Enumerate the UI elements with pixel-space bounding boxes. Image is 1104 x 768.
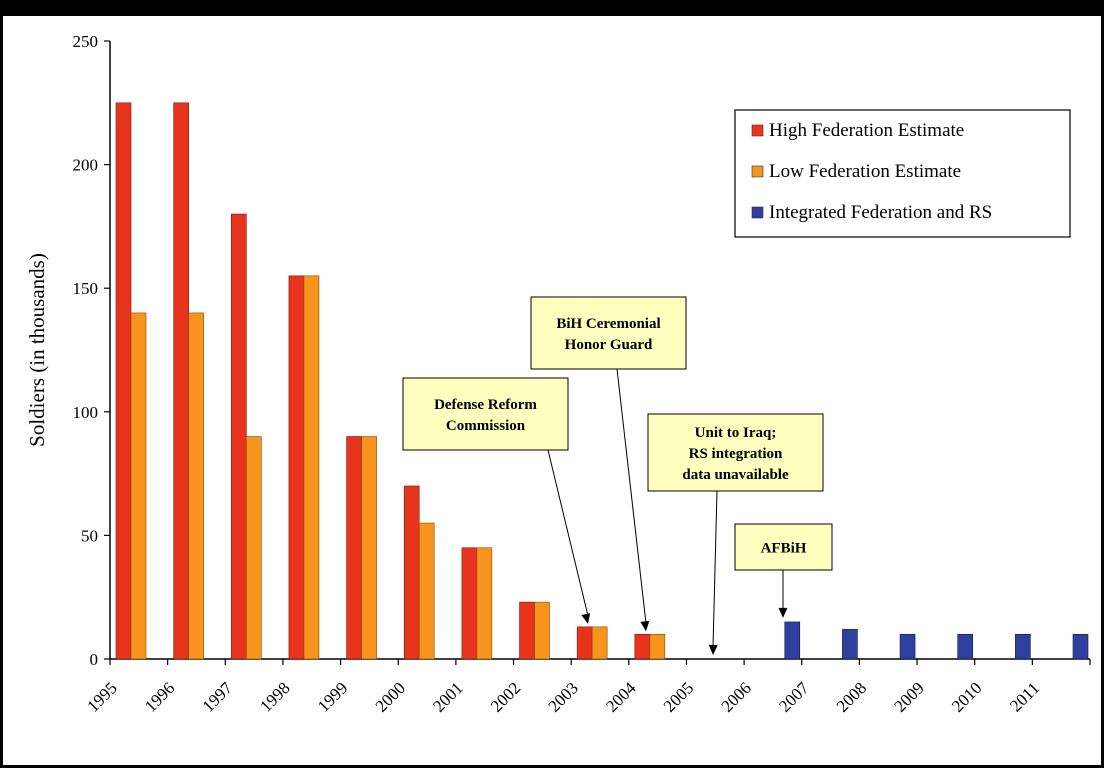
x-tick-label: 1999 (314, 678, 351, 715)
bar-integrated-2007 (842, 629, 858, 660)
legend-label: High Federation Estimate (769, 120, 964, 141)
annotation-text: Honor Guard (565, 337, 653, 353)
bar-high-1996 (173, 102, 189, 660)
x-tick-label: 1995 (83, 678, 120, 715)
y-tick-label: 250 (73, 32, 99, 51)
x-tick-label: 2007 (775, 678, 813, 716)
bar-high-1995 (115, 102, 132, 660)
annotation-text: BiH Ceremonial (556, 316, 660, 332)
x-tick-label: 1997 (199, 678, 237, 716)
arrowhead (581, 613, 591, 624)
bar-low-2003 (591, 626, 608, 660)
x-tick-label: 2001 (429, 678, 466, 715)
y-tick-label: 0 (90, 650, 99, 669)
arrowhead (778, 607, 788, 618)
annotation-text: Commission (446, 418, 526, 434)
bar-low-1999 (361, 436, 377, 660)
legend-label: Low Federation Estimate (769, 161, 961, 182)
annotation-box (530, 296, 687, 370)
bar-high-1997 (230, 213, 247, 660)
top-black-bar (0, 0, 1104, 16)
bar-integrated-2010 (1015, 633, 1031, 660)
x-tick-label: 2002 (487, 678, 524, 715)
x-tick-label: 2009 (890, 678, 927, 715)
bars (115, 102, 1089, 660)
bar-low-1998 (303, 275, 320, 660)
bar-integrated-2006 (784, 621, 801, 660)
annotation-text: AFBiH (761, 541, 807, 557)
bar-high-2000 (403, 485, 420, 660)
y-tick-label: 100 (73, 403, 99, 422)
arrowhead (708, 644, 718, 655)
bar-high-2001 (461, 547, 478, 660)
arrowhead (640, 620, 650, 632)
bar-integrated-2008 (899, 633, 916, 660)
bar-integrated-2011 (1072, 633, 1089, 660)
bar-low-2000 (418, 522, 435, 660)
bar-high-2003 (576, 626, 593, 660)
bar-low-1997 (245, 436, 262, 660)
bar-high-1999 (346, 436, 362, 660)
annotation-arrow (712, 490, 718, 648)
x-tick-label: 1998 (256, 678, 293, 715)
x-tick-label: 2011 (1006, 678, 1043, 715)
legend: High Federation Estimate Low Federation E… (734, 109, 1071, 238)
y-tick-label: 50 (81, 526, 98, 545)
x-tick-label: 2004 (602, 678, 640, 716)
annotation-unit-iraq: Unit to Iraq; RS integration data unavaila… (647, 413, 824, 655)
annotation-text: Defense Reform (434, 397, 537, 413)
annotation-box (647, 413, 824, 492)
annotation-arrow (616, 368, 647, 624)
bar-high-2004 (634, 633, 651, 660)
bar-low-2002 (534, 601, 550, 660)
x-tick-label: 2000 (372, 678, 409, 715)
bar-low-2001 (476, 547, 493, 660)
annotation-box (734, 523, 833, 571)
annotation-box (402, 377, 569, 451)
bar-high-2002 (519, 601, 535, 660)
x-tick-label: 2005 (660, 678, 697, 715)
x-tick-label: 2003 (545, 678, 582, 715)
y-axis-label: Soldiers (in thousands) (25, 253, 49, 447)
annotation-ceremonial-guard: BiH Ceremonial Honor Guard (530, 296, 687, 632)
annotation-text: RS integration (689, 446, 783, 462)
annotation-arrow (547, 449, 589, 616)
x-tick-label: 1996 (141, 678, 178, 715)
annotation-afbih: AFBiH (734, 523, 833, 618)
bar-integrated-2009 (957, 633, 974, 660)
legend-label: Integrated Federation and RS (769, 202, 992, 223)
bar-high-1998 (288, 275, 305, 660)
x-tick-label: 2008 (833, 678, 870, 715)
annotation-text: Unit to Iraq; (695, 425, 777, 441)
legend-box (734, 109, 1071, 238)
legend-swatch (751, 165, 764, 178)
annotation-defense-reform: Defense Reform Commission (402, 377, 591, 624)
legend-swatch (751, 124, 764, 137)
x-tick-label: 2006 (717, 678, 754, 715)
bar-low-1996 (188, 312, 204, 660)
annotation-text: data unavailable (682, 467, 789, 483)
y-tick-label: 150 (73, 279, 99, 298)
legend-swatch (751, 206, 764, 219)
bar-low-1995 (130, 312, 147, 660)
annotations: Defense Reform Commission BiH Ceremonial Ho… (402, 296, 833, 655)
bar-low-2004 (649, 633, 666, 660)
x-tick-label: 2010 (948, 678, 985, 715)
y-tick-label: 200 (73, 156, 99, 175)
